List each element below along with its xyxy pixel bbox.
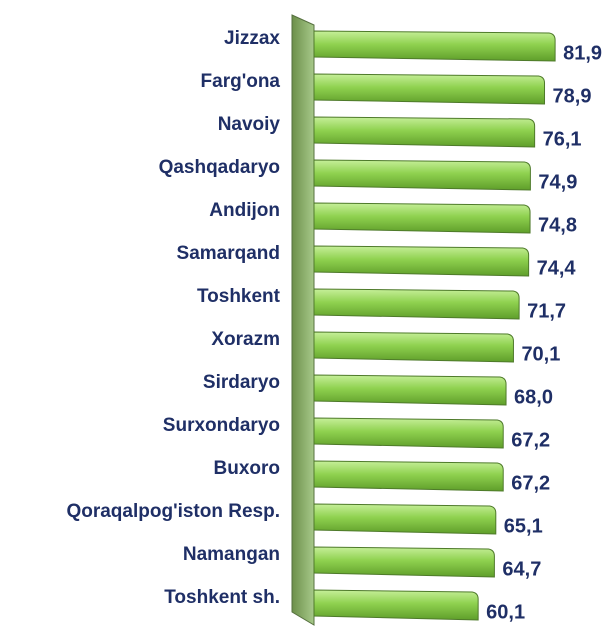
value-label: 76,1	[543, 128, 582, 150]
value-label: 68,0	[514, 386, 553, 408]
value-label: 70,1	[521, 343, 560, 365]
category-label: Surxondaryo	[163, 415, 280, 436]
bar	[313, 30, 556, 62]
category-label: Sirdaryo	[203, 372, 280, 393]
category-label: Navoiy	[218, 114, 281, 135]
category-label: Namangan	[183, 544, 280, 565]
bar	[313, 589, 479, 621]
category-label: Toshkent sh.	[164, 587, 280, 608]
bar	[313, 503, 497, 535]
value-label: 67,2	[511, 429, 550, 451]
bar	[313, 546, 495, 578]
bar	[313, 159, 531, 191]
bar	[313, 116, 536, 148]
bar	[313, 288, 520, 320]
axis-wall	[291, 14, 315, 626]
value-label: 64,7	[502, 558, 541, 580]
bar	[313, 202, 531, 234]
bar	[313, 331, 514, 363]
value-label: 74,8	[538, 214, 577, 236]
category-label: Qashqadaryo	[159, 157, 280, 178]
category-label: Toshkent	[197, 286, 281, 307]
bar	[313, 417, 504, 449]
value-label: 65,1	[504, 515, 543, 537]
value-label: 60,1	[486, 601, 525, 623]
category-label: Qoraqalpog'iston Resp.	[66, 501, 280, 522]
bar	[313, 374, 507, 406]
bar	[313, 245, 530, 277]
category-label: Buxoro	[214, 458, 281, 479]
category-label: Xorazm	[211, 329, 280, 350]
category-label: Jizzax	[224, 28, 280, 49]
category-label: Samarqand	[177, 243, 280, 264]
value-label: 71,7	[527, 300, 566, 322]
bar	[313, 460, 504, 492]
value-label: 74,4	[537, 257, 577, 279]
value-label: 67,2	[511, 472, 550, 494]
value-label: 78,9	[553, 85, 592, 107]
bar	[313, 73, 546, 105]
value-label: 74,9	[538, 171, 577, 193]
value-label: 81,9	[563, 42, 602, 64]
category-label: Farg'ona	[201, 71, 281, 92]
category-label: Andijon	[209, 200, 280, 221]
